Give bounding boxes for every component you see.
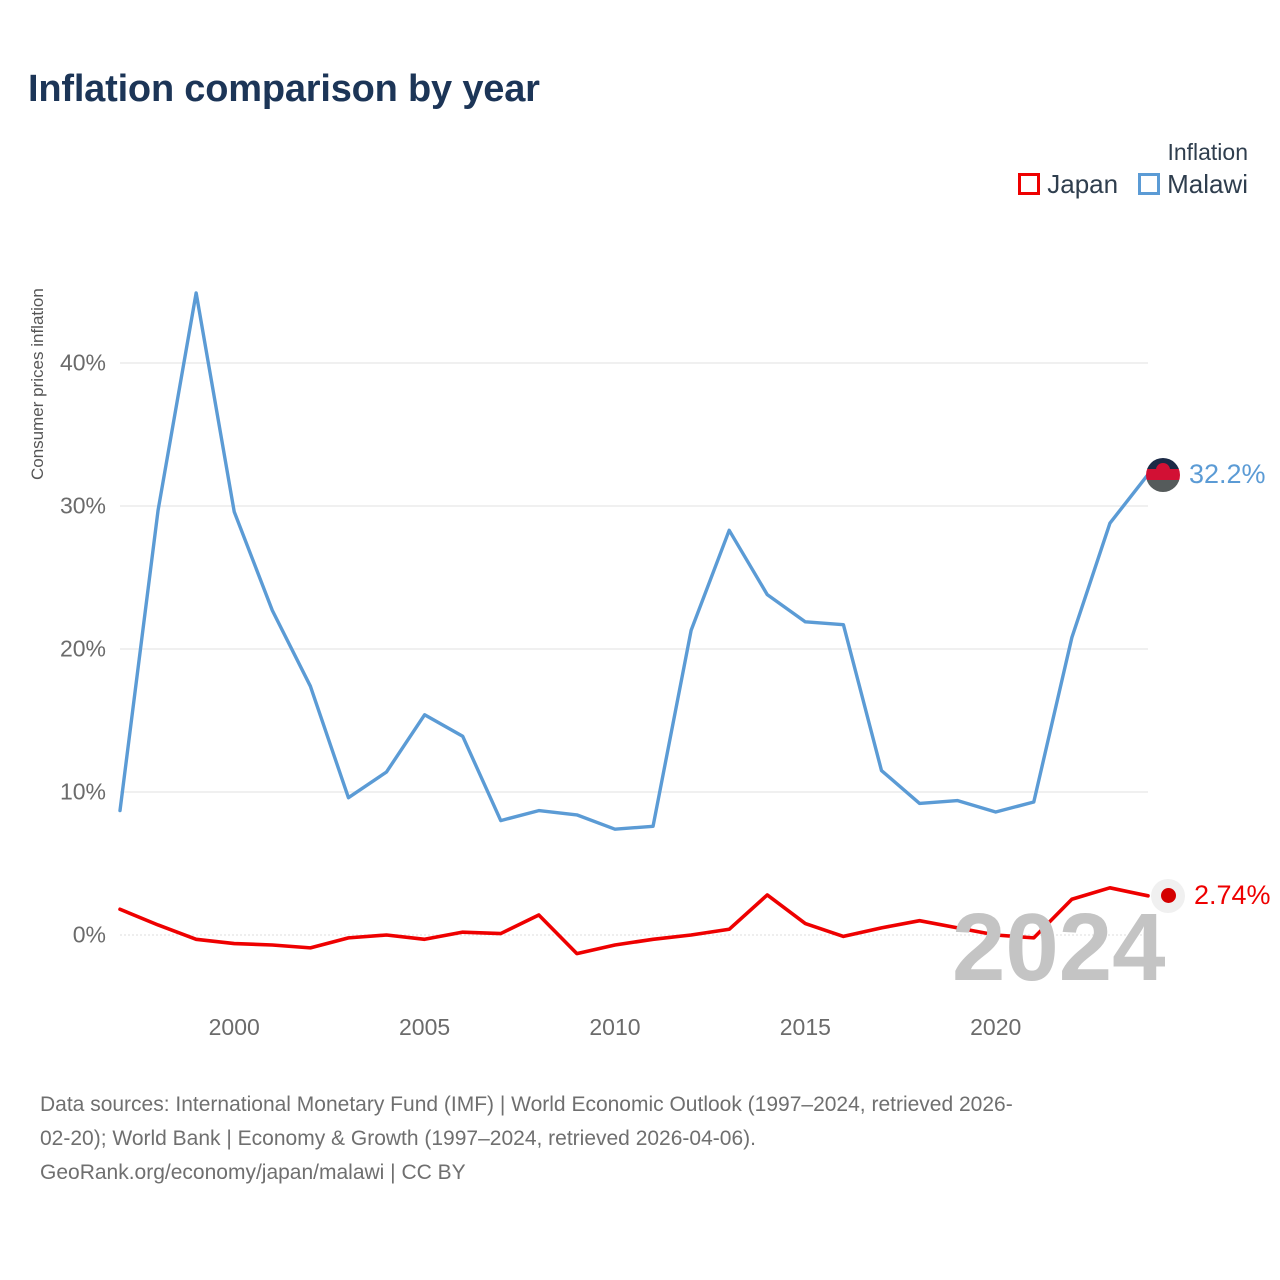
- x-tick-label: 2000: [208, 1014, 260, 1040]
- page-title: Inflation comparison by year: [28, 68, 540, 110]
- legend-item-malawi[interactable]: Malawi: [1138, 171, 1248, 197]
- malawi-flag-icon: [1146, 457, 1180, 492]
- x-tick-label: 2010: [589, 1014, 641, 1040]
- y-tick-label: 30%: [59, 492, 106, 519]
- end-marker-malawi: 32.2%: [1146, 457, 1266, 492]
- legend-title: Inflation: [1167, 139, 1248, 165]
- legend-item-japan[interactable]: Japan: [1018, 171, 1118, 197]
- series-line-japan: [118, 886, 1150, 956]
- y-tick-label: 10%: [59, 778, 106, 805]
- y-tick-label: 20%: [59, 635, 106, 662]
- x-tick-label: 2005: [398, 1014, 451, 1040]
- footer-line-3: GeoRank.org/economy/japan/malawi | CC BY: [40, 1161, 466, 1185]
- end-value-japan: 2.74%: [1194, 880, 1271, 911]
- series-line-malawi: [118, 291, 1150, 831]
- y-tick-label: 0%: [72, 921, 106, 948]
- footer-line-1: Data sources: International Monetary Fun…: [40, 1093, 1013, 1116]
- legend-items: Japan Malawi: [1018, 171, 1248, 197]
- legend-swatch-japan: [1018, 173, 1041, 196]
- year-watermark: 2024: [952, 894, 1166, 1001]
- x-tick-label: 2015: [779, 1014, 831, 1040]
- japan-flag-icon: [1151, 878, 1185, 913]
- footer-sources: Data sources: International Monetary Fun…: [40, 1088, 1255, 1190]
- legend-label-japan: Japan: [1047, 169, 1119, 200]
- y-tick-label: 40%: [59, 349, 106, 376]
- legend: Inflation Japan Malawi: [1018, 139, 1248, 197]
- legend-swatch-malawi: [1138, 173, 1161, 196]
- legend-label-malawi: Malawi: [1167, 169, 1248, 200]
- end-value-malawi: 32.2%: [1189, 459, 1266, 490]
- end-marker-japan: 2.74%: [1151, 878, 1271, 913]
- x-tick-label: 2020: [970, 1014, 1022, 1040]
- footer-line-2: 02-20); World Bank | Economy & Growth (1…: [40, 1127, 756, 1151]
